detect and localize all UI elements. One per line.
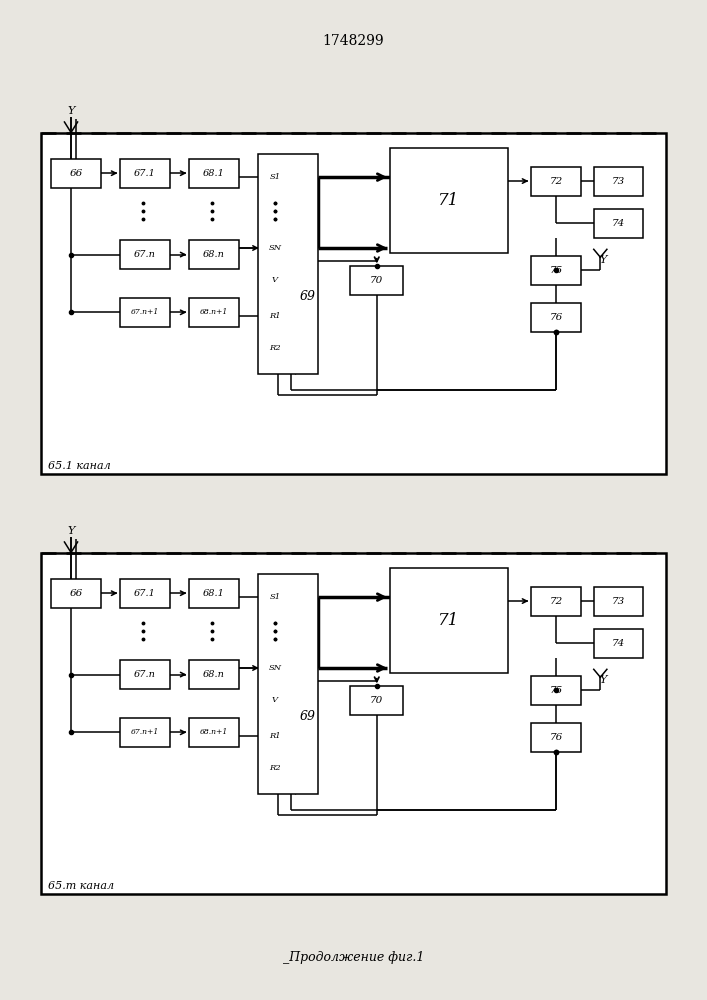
Text: 67.1: 67.1 (134, 589, 156, 598)
Bar (259, 153, 317, 374)
Bar (594, 209, 643, 237)
Text: _Продолжение фиг.1: _Продолжение фиг.1 (283, 952, 424, 964)
Bar (594, 629, 643, 658)
Text: 68.1: 68.1 (203, 169, 225, 178)
Text: 68.1: 68.1 (203, 589, 225, 598)
Text: 76: 76 (549, 733, 563, 742)
Text: 67.n: 67.n (134, 670, 156, 679)
Text: S1: S1 (269, 173, 281, 181)
Text: 68.n: 68.n (203, 670, 225, 679)
Text: R1: R1 (269, 312, 281, 320)
Text: 68.n+1: 68.n+1 (200, 308, 228, 316)
Bar (189, 159, 239, 188)
Bar (189, 579, 239, 608)
Bar (189, 298, 239, 327)
Bar (390, 148, 508, 253)
Bar (120, 579, 170, 608)
Bar (531, 587, 580, 615)
Bar (390, 568, 508, 673)
Bar (351, 686, 403, 715)
Bar (189, 660, 239, 689)
Text: 67.n+1: 67.n+1 (131, 308, 159, 316)
Text: SN: SN (268, 244, 281, 252)
Bar (531, 167, 580, 196)
Text: Y: Y (67, 106, 75, 116)
Bar (189, 240, 239, 269)
Bar (120, 298, 170, 327)
Bar (259, 574, 317, 794)
Text: V: V (272, 696, 278, 704)
Bar (120, 159, 170, 188)
Text: Y: Y (600, 675, 607, 685)
Bar (531, 723, 580, 752)
Text: 68.n: 68.n (203, 250, 225, 259)
Text: R2: R2 (269, 764, 281, 772)
Text: 67.n+1: 67.n+1 (131, 728, 159, 736)
Bar (594, 167, 643, 196)
Text: 68.n+1: 68.n+1 (200, 728, 228, 736)
Bar (351, 266, 403, 295)
Text: Y: Y (600, 255, 607, 265)
Bar (52, 579, 100, 608)
Text: Y: Y (67, 526, 75, 536)
Text: 70: 70 (370, 276, 383, 285)
Text: 72: 72 (549, 177, 563, 186)
Text: S1: S1 (269, 593, 281, 601)
Text: R1: R1 (269, 732, 281, 740)
Text: 69: 69 (300, 710, 316, 723)
Bar (120, 660, 170, 689)
Text: 66: 66 (69, 169, 83, 178)
Bar (120, 240, 170, 269)
Text: 71: 71 (438, 612, 460, 629)
Bar (594, 587, 643, 615)
Bar (42, 132, 666, 474)
Text: 70: 70 (370, 696, 383, 705)
Text: 75: 75 (549, 686, 563, 695)
Bar (189, 718, 239, 747)
Text: 73: 73 (612, 597, 625, 606)
Text: 72: 72 (549, 597, 563, 606)
Text: 1748299: 1748299 (322, 34, 385, 48)
Text: 66: 66 (69, 589, 83, 598)
Text: 73: 73 (612, 177, 625, 186)
Bar (531, 303, 580, 332)
Text: 67.n: 67.n (134, 250, 156, 259)
Text: R2: R2 (269, 344, 281, 352)
Text: 74: 74 (612, 219, 625, 228)
Bar (42, 552, 666, 894)
Bar (531, 256, 580, 285)
Text: 69: 69 (300, 290, 316, 303)
Text: 71: 71 (438, 192, 460, 209)
Text: 75: 75 (549, 266, 563, 275)
Text: 76: 76 (549, 313, 563, 322)
Bar (52, 159, 100, 188)
Text: SN: SN (268, 664, 281, 672)
Text: 67.1: 67.1 (134, 169, 156, 178)
Bar (120, 718, 170, 747)
Text: 65.m канал: 65.m канал (48, 881, 114, 891)
Text: 74: 74 (612, 639, 625, 648)
Text: 65.1 канал: 65.1 канал (48, 461, 111, 471)
Text: V: V (272, 275, 278, 284)
Bar (531, 676, 580, 705)
